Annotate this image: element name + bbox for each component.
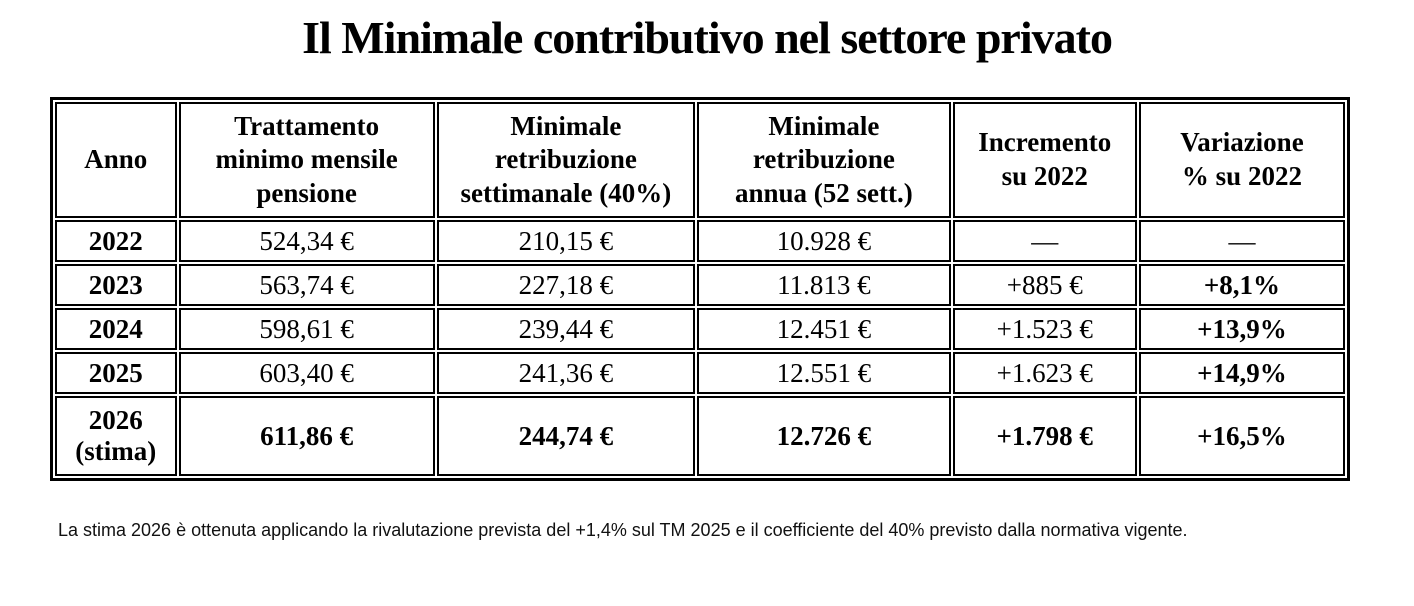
cell-min-annua-2025: 12.551 € — [697, 352, 951, 395]
cell-tm-mensile-2026: 611,86 € — [178, 396, 435, 477]
minimale-contributivo-table: Anno Trattamento minimo mensile pensione… — [50, 97, 1350, 482]
col-header-minimale-settimanale: Minimale retribuzione settimanale (40%) — [436, 102, 696, 219]
table-row-2023: 2023 563,74 € 227,18 € 11.813 € +885 € +… — [55, 264, 1345, 307]
cell-incremento-2025: +1.623 € — [952, 352, 1137, 395]
table-row-2026-stima: 2026 (stima) 611,86 € 244,74 € 12.726 € … — [55, 396, 1345, 477]
cell-min-annua-2022: 10.928 € — [697, 220, 951, 263]
footnote-stima-2026: La stima 2026 è ottenuta applicando la r… — [58, 520, 1188, 541]
col-header-anno: Anno — [55, 102, 177, 219]
cell-anno-2026: 2026 (stima) — [55, 396, 177, 477]
cell-tm-mensile-2022: 524,34 € — [178, 220, 435, 263]
cell-min-settimanale-2025: 241,36 € — [436, 352, 696, 395]
cell-min-settimanale-2023: 227,18 € — [436, 264, 696, 307]
cell-tm-mensile-2024: 598,61 € — [178, 308, 435, 351]
cell-incremento-2023: +885 € — [952, 264, 1137, 307]
page-title: Il Minimale contributivo nel settore pri… — [302, 12, 1113, 63]
cell-min-annua-2024: 12.451 € — [697, 308, 951, 351]
cell-variazione-2022: — — [1138, 220, 1345, 263]
cell-incremento-2024: +1.523 € — [952, 308, 1137, 351]
cell-variazione-2024: +13,9% — [1138, 308, 1345, 351]
cell-variazione-2025: +14,9% — [1138, 352, 1345, 395]
cell-min-annua-2023: 11.813 € — [697, 264, 951, 307]
table-row-2025: 2025 603,40 € 241,36 € 12.551 € +1.623 €… — [55, 352, 1345, 395]
col-header-trattamento-minimo: Trattamento minimo mensile pensione — [178, 102, 435, 219]
table-row-2022: 2022 524,34 € 210,15 € 10.928 € — — — [55, 220, 1345, 263]
cell-anno-2022: 2022 — [55, 220, 177, 263]
cell-min-settimanale-2024: 239,44 € — [436, 308, 696, 351]
col-header-incremento: Incremento su 2022 — [952, 102, 1137, 219]
header-row: Anno Trattamento minimo mensile pensione… — [55, 102, 1345, 219]
col-header-variazione: Variazione % su 2022 — [1138, 102, 1345, 219]
cell-tm-mensile-2025: 603,40 € — [178, 352, 435, 395]
cell-anno-2024: 2024 — [55, 308, 177, 351]
cell-min-settimanale-2022: 210,15 € — [436, 220, 696, 263]
cell-anno-2025: 2025 — [55, 352, 177, 395]
col-header-minimale-annua: Minimale retribuzione annua (52 sett.) — [697, 102, 951, 219]
table-row-2024: 2024 598,61 € 239,44 € 12.451 € +1.523 €… — [55, 308, 1345, 351]
cell-variazione-2026: +16,5% — [1138, 396, 1345, 477]
cell-variazione-2023: +8,1% — [1138, 264, 1345, 307]
cell-tm-mensile-2023: 563,74 € — [178, 264, 435, 307]
cell-incremento-2022: — — [952, 220, 1137, 263]
cell-incremento-2026: +1.798 € — [952, 396, 1137, 477]
cell-min-settimanale-2026: 244,74 € — [436, 396, 696, 477]
cell-min-annua-2026: 12.726 € — [697, 396, 951, 477]
cell-anno-2023: 2023 — [55, 264, 177, 307]
